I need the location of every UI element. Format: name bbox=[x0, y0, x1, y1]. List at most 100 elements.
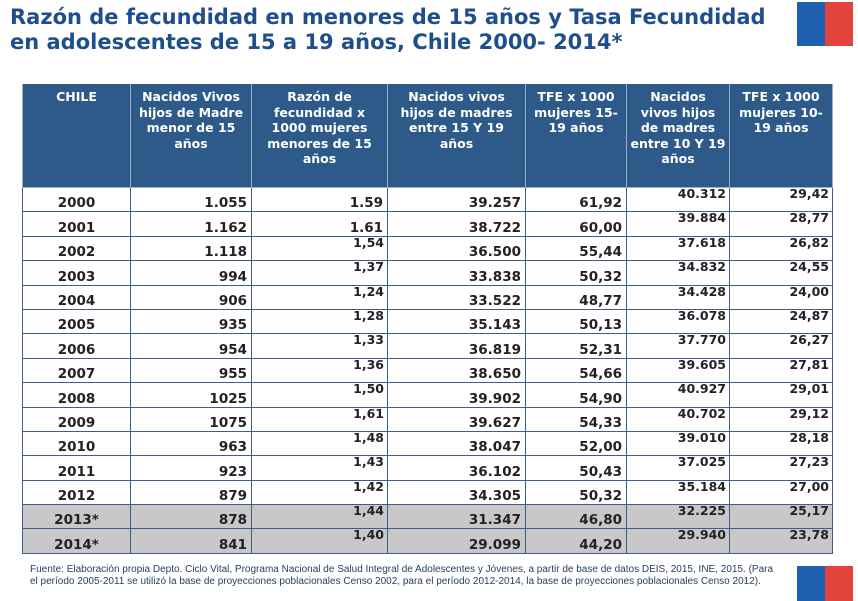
cell-tfe-10-19: 28,18 bbox=[729, 430, 833, 457]
title-line-1: Razón de fecundidad en menores de 15 año… bbox=[10, 5, 766, 29]
cell-tfe-15-19: 46,80 bbox=[525, 504, 627, 530]
cell-year: 2011 bbox=[22, 455, 131, 481]
cell-nacidos-10-19: 39.010 bbox=[626, 430, 730, 457]
cell-nacidos-15-19: 39.627 bbox=[387, 406, 526, 432]
cell-nacidos-10-19: 35.184 bbox=[626, 479, 730, 506]
chile-flag-logo-top bbox=[797, 2, 853, 46]
header-row: CHILE Nacidos Vivos hijos de Madre menor… bbox=[22, 84, 833, 188]
cell-nacidos-10-19: 40.312 bbox=[626, 186, 730, 213]
cell-nacidos-15-19: 38.047 bbox=[387, 430, 526, 457]
cell-razon-fecundidad: 1,54 bbox=[251, 235, 388, 262]
cell-nacidos-15-19: 39.902 bbox=[387, 382, 526, 408]
header-nacidos-menor-15: Nacidos Vivos hijos de Madre menor de 15… bbox=[130, 84, 252, 188]
cell-tfe-15-19: 50,13 bbox=[525, 308, 627, 335]
cell-nacidos-menor-15: 935 bbox=[130, 308, 252, 335]
cell-tfe-15-19: 52,00 bbox=[525, 430, 627, 457]
fertility-table: CHILE Nacidos Vivos hijos de Madre menor… bbox=[22, 84, 833, 554]
cell-tfe-15-19: 54,66 bbox=[525, 357, 627, 384]
cell-tfe-15-19: 50,32 bbox=[525, 260, 627, 286]
header-nacidos-10-19: Nacidos vivos hijos de madres entre 10 Y… bbox=[626, 84, 730, 188]
cell-nacidos-10-19: 37.025 bbox=[626, 455, 730, 481]
cell-nacidos-10-19: 34.832 bbox=[626, 260, 730, 286]
header-nacidos-15-19: Nacidos vivos hijos de madres entre 15 Y… bbox=[387, 84, 526, 188]
cell-tfe-10-19: 25,17 bbox=[729, 504, 833, 530]
cell-nacidos-15-19: 36.102 bbox=[387, 455, 526, 481]
cell-tfe-10-19: 27,23 bbox=[729, 455, 833, 481]
cell-tfe-15-19: 54,90 bbox=[525, 382, 627, 408]
cell-nacidos-menor-15: 954 bbox=[130, 333, 252, 359]
cell-nacidos-10-19: 40.927 bbox=[626, 382, 730, 408]
cell-razon-fecundidad: 1,44 bbox=[251, 504, 388, 530]
cell-nacidos-15-19: 33.838 bbox=[387, 260, 526, 286]
table-row: 2009 1075 1,61 39.627 54,33 40.702 29,12 bbox=[22, 406, 833, 432]
cell-razon-fecundidad: 1.61 bbox=[251, 211, 388, 237]
header-tfe-15-19: TFE x 1000 mujeres 15-19 años bbox=[525, 84, 627, 188]
table-row: 2001 1.162 1.61 38.722 60,00 39.884 28,77 bbox=[22, 211, 833, 237]
cell-year: 2008 bbox=[22, 382, 131, 408]
cell-year: 2004 bbox=[22, 284, 131, 310]
cell-nacidos-menor-15: 1.055 bbox=[130, 186, 252, 213]
cell-tfe-10-19: 24,55 bbox=[729, 260, 833, 286]
cell-razon-fecundidad: 1,50 bbox=[251, 382, 388, 408]
source-footnote: Fuente: Elaboración propia Depto. Ciclo … bbox=[30, 564, 774, 587]
cell-year: 2010 bbox=[22, 430, 131, 457]
cell-razon-fecundidad: 1,37 bbox=[251, 260, 388, 286]
table-row: 2000 1.055 1.59 39.257 61,92 40.312 29,42 bbox=[22, 186, 833, 213]
cell-tfe-10-19: 27,00 bbox=[729, 479, 833, 506]
cell-nacidos-15-19: 39.257 bbox=[387, 186, 526, 213]
cell-razon-fecundidad: 1,61 bbox=[251, 406, 388, 432]
cell-nacidos-10-19: 34.428 bbox=[626, 284, 730, 310]
cell-tfe-10-19: 23,78 bbox=[729, 528, 833, 554]
cell-razon-fecundidad: 1.59 bbox=[251, 186, 388, 213]
cell-nacidos-menor-15: 1.118 bbox=[130, 235, 252, 262]
cell-nacidos-10-19: 32.225 bbox=[626, 504, 730, 530]
cell-year: 2005 bbox=[22, 308, 131, 335]
table-row: 2011 923 1,43 36.102 50,43 37.025 27,23 bbox=[22, 455, 833, 481]
cell-razon-fecundidad: 1,48 bbox=[251, 430, 388, 457]
cell-razon-fecundidad: 1,43 bbox=[251, 455, 388, 481]
cell-nacidos-menor-15: 955 bbox=[130, 357, 252, 384]
cell-nacidos-menor-15: 879 bbox=[130, 479, 252, 506]
cell-nacidos-15-19: 34.305 bbox=[387, 479, 526, 506]
cell-nacidos-menor-15: 841 bbox=[130, 528, 252, 554]
cell-tfe-10-19: 29,12 bbox=[729, 406, 833, 432]
cell-year: 2009 bbox=[22, 406, 131, 432]
table-row: 2006 954 1,33 36.819 52,31 37.770 26,27 bbox=[22, 333, 833, 359]
cell-nacidos-menor-15: 906 bbox=[130, 284, 252, 310]
header-chile: CHILE bbox=[22, 84, 131, 188]
cell-nacidos-15-19: 31.347 bbox=[387, 504, 526, 530]
cell-tfe-15-19: 60,00 bbox=[525, 211, 627, 237]
cell-razon-fecundidad: 1,33 bbox=[251, 333, 388, 359]
cell-nacidos-10-19: 37.618 bbox=[626, 235, 730, 262]
cell-razon-fecundidad: 1,36 bbox=[251, 357, 388, 384]
cell-nacidos-menor-15: 1.162 bbox=[130, 211, 252, 237]
table-row: 2010 963 1,48 38.047 52,00 39.010 28,18 bbox=[22, 430, 833, 457]
cell-razon-fecundidad: 1,42 bbox=[251, 479, 388, 506]
chile-flag-logo-bottom bbox=[797, 566, 853, 601]
cell-tfe-15-19: 54,33 bbox=[525, 406, 627, 432]
cell-nacidos-menor-15: 1075 bbox=[130, 406, 252, 432]
cell-nacidos-15-19: 38.650 bbox=[387, 357, 526, 384]
cell-year: 2001 bbox=[22, 211, 131, 237]
cell-nacidos-15-19: 29.099 bbox=[387, 528, 526, 554]
cell-razon-fecundidad: 1,28 bbox=[251, 308, 388, 335]
table-row: 2007 955 1,36 38.650 54,66 39.605 27,81 bbox=[22, 357, 833, 384]
cell-nacidos-10-19: 39.605 bbox=[626, 357, 730, 384]
cell-nacidos-10-19: 39.884 bbox=[626, 211, 730, 237]
slide-title: Razón de fecundidad en menores de 15 año… bbox=[10, 5, 790, 55]
title-line-2: en adolescentes de 15 a 19 años, Chile 2… bbox=[10, 30, 623, 54]
cell-year: 2007 bbox=[22, 357, 131, 384]
cell-nacidos-menor-15: 878 bbox=[130, 504, 252, 530]
cell-tfe-10-19: 24,87 bbox=[729, 308, 833, 335]
cell-year: 2002 bbox=[22, 235, 131, 262]
cell-year: 2012 bbox=[22, 479, 131, 506]
cell-year: 2014* bbox=[22, 528, 131, 554]
cell-nacidos-10-19: 36.078 bbox=[626, 308, 730, 335]
table-row: 2003 994 1,37 33.838 50,32 34.832 24,55 bbox=[22, 260, 833, 286]
cell-tfe-15-19: 48,77 bbox=[525, 284, 627, 310]
cell-tfe-15-19: 50,43 bbox=[525, 455, 627, 481]
table-row: 2013* 878 1,44 31.347 46,80 32.225 25,17 bbox=[22, 504, 833, 530]
cell-tfe-10-19: 26,82 bbox=[729, 235, 833, 262]
cell-nacidos-15-19: 35.143 bbox=[387, 308, 526, 335]
cell-nacidos-10-19: 29.940 bbox=[626, 528, 730, 554]
